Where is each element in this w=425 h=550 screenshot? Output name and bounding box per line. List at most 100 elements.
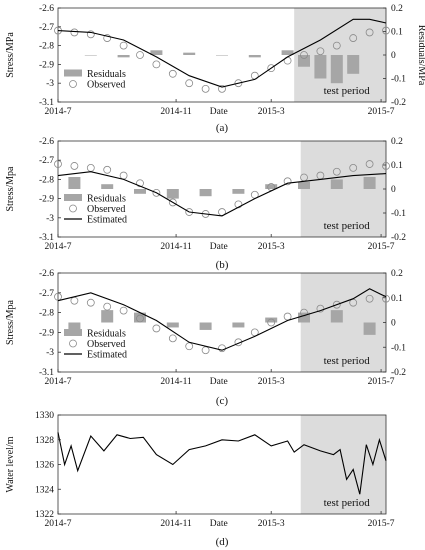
panel-a-ytick-label: -2.8 bbox=[39, 42, 54, 52]
panel-c-residual-bar bbox=[199, 322, 212, 330]
panel-a-y2tick-label: -0.2 bbox=[391, 98, 406, 108]
panel-a-observed-point bbox=[185, 79, 194, 88]
panel-b-series-line bbox=[57, 171, 387, 217]
panel-c-ytick-label: -2.8 bbox=[39, 309, 54, 319]
panel-d-xtick-label: 2014-7 bbox=[45, 519, 72, 529]
panel-b-residual-bar bbox=[199, 189, 212, 197]
panel-a-y-axis-label: Stress/MPa bbox=[5, 32, 16, 78]
panel-a-residual-bar bbox=[298, 55, 310, 67]
panel-d-xtick-label: 2015-3 bbox=[258, 519, 285, 529]
panel-b-y2tick-label: 0.1 bbox=[391, 161, 403, 171]
panel-c-observed-point bbox=[119, 306, 128, 315]
panel-c-residual-bar bbox=[363, 322, 376, 335]
panel-b-legend-label: Estimated bbox=[87, 215, 127, 226]
panel-c-x-axis-label: Date bbox=[210, 377, 228, 387]
panel-a-observed-point bbox=[234, 79, 243, 88]
panel-a-y2-axis-label: Residuals/MPa bbox=[416, 25, 425, 86]
panel-b-y2tick-label: 0.2 bbox=[391, 137, 403, 147]
panel-c-observed-point bbox=[332, 300, 341, 309]
panel-a-observed-point bbox=[70, 28, 79, 37]
panel-b-legend-label: Residuals bbox=[87, 194, 126, 205]
panel-c-y2tick-label: 0 bbox=[391, 319, 396, 329]
panel-b-legend-swatch-bar bbox=[64, 194, 82, 201]
panel-a-ytick-label: -3.1 bbox=[39, 98, 54, 108]
panel-a-legend-swatch-bar bbox=[64, 69, 82, 77]
panel-d-xtick-label: 2014-11 bbox=[160, 519, 192, 529]
panel-d-xtick-label: 2015-7 bbox=[368, 519, 395, 529]
panel-a-residual-bar bbox=[248, 55, 261, 58]
panel-b-residual-bar bbox=[68, 177, 81, 189]
panel-c-observed-point bbox=[267, 318, 276, 327]
panel-b-test-period-label: test period bbox=[324, 220, 371, 232]
panel-d-ytick-label: 1330 bbox=[35, 411, 54, 421]
panel-d-caption: (d) bbox=[216, 536, 229, 548]
panel-b-observed-point bbox=[103, 165, 112, 174]
panel-b-y2tick-label: -0.2 bbox=[391, 233, 406, 243]
panel-b-legend-swatch-circle bbox=[69, 204, 77, 213]
panel-b-xtick-label: 2015-3 bbox=[258, 242, 285, 252]
panel-c-y-axis-label: Stress/Mpa bbox=[5, 299, 16, 345]
panel-b-caption: (b) bbox=[216, 259, 229, 271]
panel-c-ytick-label: -3.1 bbox=[39, 368, 54, 378]
panel-b-residual-bar bbox=[265, 184, 278, 189]
panel-a-observed-point bbox=[267, 64, 276, 73]
panel-a-legend-swatch-circle bbox=[69, 80, 77, 88]
panel-b-observed-point bbox=[349, 163, 358, 172]
panel-a-residual-bar bbox=[117, 55, 130, 58]
panel-c-xtick-label: 2015-7 bbox=[368, 377, 395, 387]
panel-d-ytick-label: 1322 bbox=[35, 510, 54, 520]
panel-b-ytick-label: -3 bbox=[46, 214, 54, 224]
panel-c-xtick-label: 2014-7 bbox=[45, 377, 72, 387]
panel-c-test-period-label: test period bbox=[324, 355, 371, 367]
panel-a-xtick-label: 2014-7 bbox=[45, 107, 72, 117]
panel-d-x-axis-label: Date bbox=[210, 519, 228, 529]
panel-b-observed-point bbox=[382, 162, 390, 170]
panel-c-legend-label: Estimated bbox=[87, 350, 127, 361]
panel-c-legend-label: Residuals bbox=[87, 329, 126, 340]
panel-b-ytick-label: -3.1 bbox=[39, 233, 54, 243]
panel-c-observed-point bbox=[103, 302, 112, 311]
panel-c-observed-point bbox=[201, 346, 210, 355]
panel-c-y2tick-label: -0.1 bbox=[391, 343, 406, 353]
panel-a-residual-bar bbox=[183, 52, 196, 55]
panel-b-y2tick-label: 0 bbox=[391, 185, 396, 195]
panel-b-xtick-label: 2014-7 bbox=[45, 242, 72, 252]
panel-b-residual-bar bbox=[363, 177, 376, 189]
panel-c-residual-bar bbox=[298, 312, 310, 323]
panel-b-ytick-label: -2.8 bbox=[39, 175, 54, 185]
panel-b-residual-bar bbox=[101, 184, 114, 189]
panel-a-observed-point bbox=[316, 47, 325, 56]
panel-a-observed-point bbox=[119, 41, 128, 50]
panel-c-caption: (c) bbox=[216, 395, 229, 407]
panel-a-observed-point bbox=[201, 84, 210, 93]
panel-a-observed-point bbox=[300, 51, 308, 59]
panel-b-observed-point bbox=[365, 160, 374, 168]
panel-a-observed-point bbox=[86, 30, 95, 39]
panel-c-residual-bar bbox=[330, 310, 343, 323]
panel-c-residual-bar bbox=[68, 322, 81, 330]
panel-a-observed-point bbox=[168, 69, 177, 78]
panel-a-legend-label: Residuals bbox=[87, 69, 126, 80]
panel-a-y2tick-label: -0.1 bbox=[391, 75, 406, 85]
panel-b-ytick-label: -2.7 bbox=[39, 156, 54, 166]
panel-b-observed-point bbox=[86, 163, 95, 172]
panel-a-observed-point bbox=[136, 51, 144, 59]
panel-b-residual-bar bbox=[298, 181, 310, 189]
panel-a-x-axis-label: Date bbox=[210, 107, 228, 117]
panel-c-observed-point bbox=[152, 324, 161, 333]
panel-a-residual-bar bbox=[216, 55, 228, 56]
panel-b-observed-point bbox=[136, 179, 144, 188]
panel-a-y2tick-label: 0.2 bbox=[391, 4, 403, 14]
panel-b-residual-bar bbox=[330, 179, 343, 189]
panel-c-observed-point bbox=[283, 312, 292, 321]
panel-d-y-axis-label: Water level/m bbox=[5, 436, 16, 492]
panel-a-xtick-label: 2015-7 bbox=[368, 107, 395, 117]
panel-a-y2tick-label: 0.1 bbox=[391, 28, 403, 38]
panel-c-ytick-label: -2.6 bbox=[39, 269, 54, 279]
panel-d-series-line bbox=[57, 432, 387, 495]
panel-d-test-period-label: test period bbox=[324, 497, 371, 509]
panel-b-residual-bar bbox=[166, 189, 179, 199]
panel-b-ytick-label: -2.9 bbox=[39, 195, 54, 205]
panel-d-ytick-label: 1328 bbox=[35, 436, 54, 446]
